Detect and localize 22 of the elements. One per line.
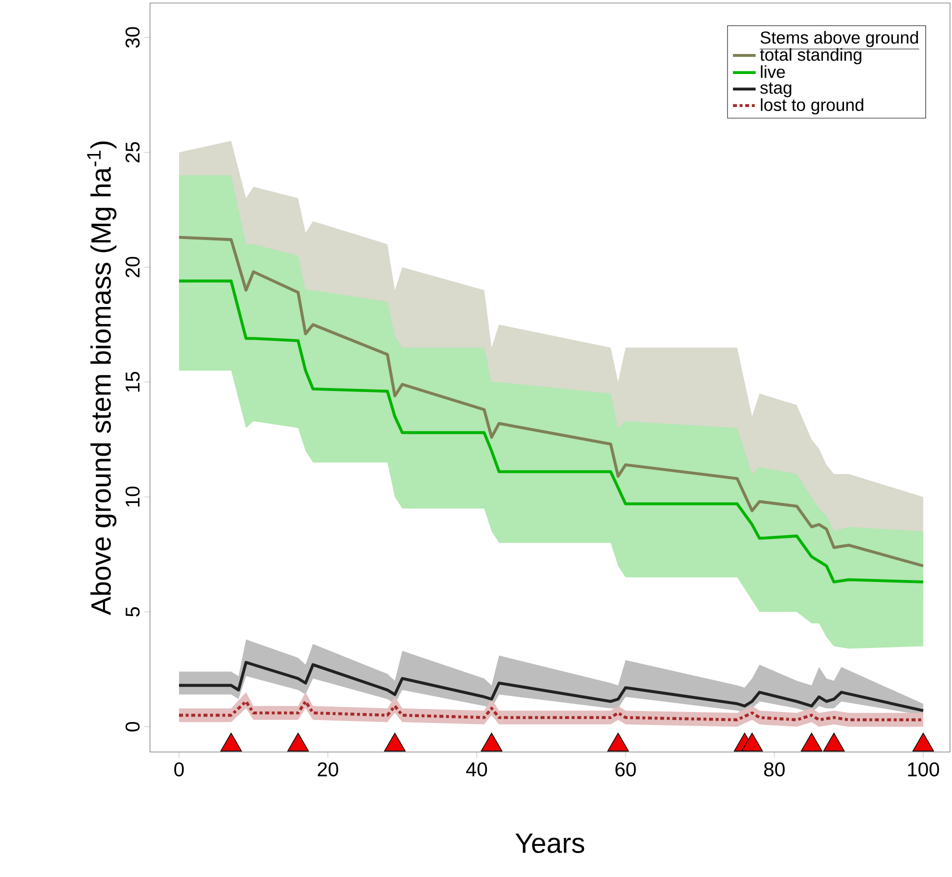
legend-label: live xyxy=(760,65,785,78)
legend-label: lost to ground xyxy=(760,98,864,114)
legend-title: Stems above ground xyxy=(760,31,918,48)
y-tick-label: 20 xyxy=(126,256,140,278)
line-series xyxy=(178,660,925,712)
y-axis-title: Above ground stem biomass (Mg ha$^{-1}$) xyxy=(87,142,116,616)
y-tick-label: 5 xyxy=(126,607,140,617)
y-tick-label: 10 xyxy=(126,486,140,507)
line-series xyxy=(178,236,925,568)
x-axis-title: Years xyxy=(515,834,584,854)
legend-label: stag xyxy=(760,82,792,98)
x-tick-label: 20 xyxy=(318,762,338,776)
y-tick-label: 25 xyxy=(126,142,140,162)
y-tick-label: 0 xyxy=(126,722,140,732)
x-tick-label: 100 xyxy=(908,762,940,776)
y-tick-label: 30 xyxy=(126,27,140,48)
x-tick-label: 80 xyxy=(764,762,785,776)
x-tick-label: 40 xyxy=(466,762,487,776)
legend-label: total standing xyxy=(760,48,862,64)
x-tick-label: 60 xyxy=(615,762,636,776)
x-tick-label: 0 xyxy=(174,762,184,776)
y-tick-label: 15 xyxy=(126,372,140,392)
